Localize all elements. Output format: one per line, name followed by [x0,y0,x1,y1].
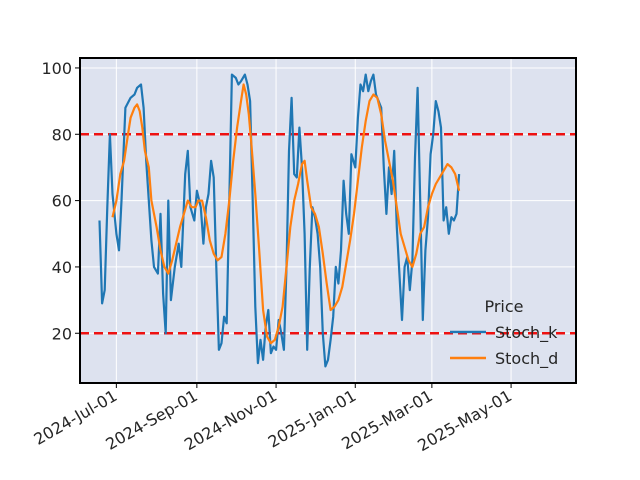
plot-background [80,58,576,383]
series-line-stoch-k [98,73,461,368]
y-axis-ticks: 20 40 60 80 100 [41,59,80,343]
legend: Price Stoch_k Stoch_d [450,297,558,369]
grid-lines [80,58,576,383]
y-tick-label: 40 [52,258,72,277]
series-line-stoch-d [111,83,461,345]
y-tick-label: 80 [52,125,72,144]
y-tick-label: 100 [41,59,72,78]
plot-frame [79,57,577,384]
y-tick-label: 20 [52,324,72,343]
y-tick-label: 60 [52,192,72,211]
legend-label-stoch-k: Stoch_k [495,323,558,343]
x-axis-ticks: 2024-Jul-012024-Sep-012024-Nov-012025-Ja… [30,383,515,455]
series-lines [98,73,461,368]
legend-title: Price [484,297,523,316]
legend-label-stoch-d: Stoch_d [495,349,558,369]
reference-lines [80,133,576,335]
